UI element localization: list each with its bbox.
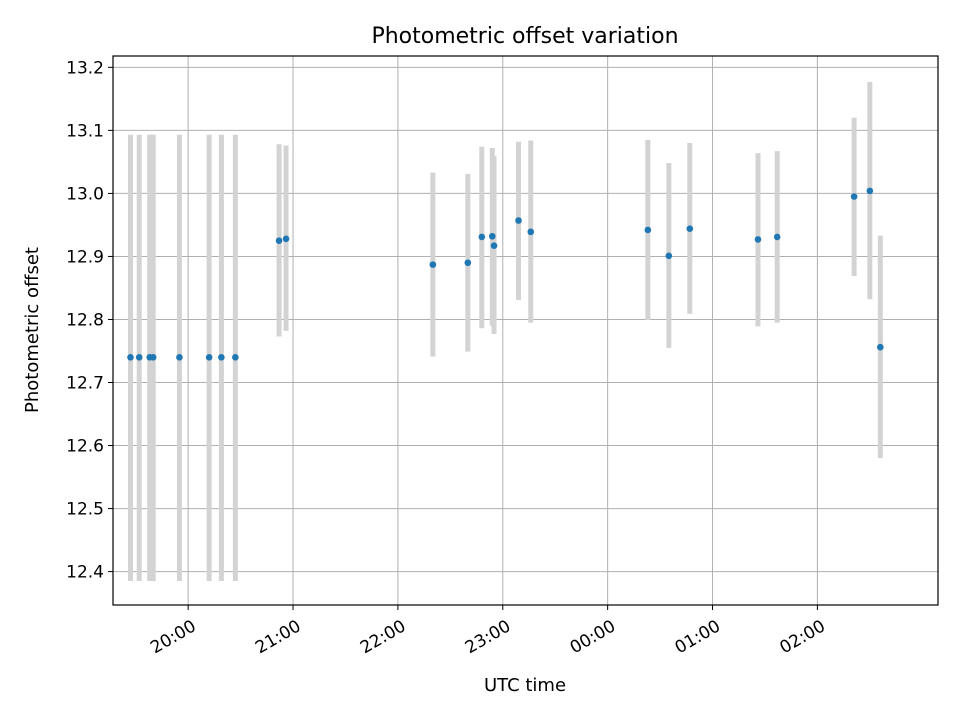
y-tick-label: 12.8 [66, 310, 104, 330]
data-point [149, 353, 157, 361]
grid-layer [113, 56, 938, 605]
data-point [282, 235, 290, 243]
y-tick-label: 12.9 [66, 247, 104, 267]
data-point [429, 261, 437, 268]
data-point [665, 252, 673, 260]
data-point [490, 242, 498, 250]
x-axis-label: UTC time [484, 675, 566, 696]
data-point [176, 353, 183, 361]
y-tick-label: 13.2 [66, 58, 104, 78]
plot-frame [112, 55, 939, 606]
data-point [754, 236, 762, 243]
data-point [218, 353, 225, 361]
y-axis-label: Photometric offset [22, 247, 43, 413]
point-layer [127, 187, 884, 361]
y-tick-label: 13.0 [66, 184, 104, 204]
chart-title: Photometric offset variation [371, 24, 678, 49]
data-point [275, 237, 283, 244]
data-point [850, 193, 858, 200]
data-point [488, 232, 496, 240]
data-point [773, 233, 781, 241]
data-point [464, 259, 472, 267]
data-point [478, 233, 486, 241]
y-tick-label: 12.6 [66, 437, 104, 457]
y-tick-label: 12.4 [66, 563, 104, 583]
data-point [515, 217, 522, 224]
data-point [686, 225, 694, 233]
data-point [232, 353, 239, 361]
data-point [866, 187, 874, 195]
data-point [644, 226, 652, 234]
data-point [527, 228, 535, 236]
data-point [135, 353, 143, 361]
y-tick-label: 12.5 [66, 500, 104, 520]
data-point [127, 353, 134, 361]
data-point [205, 353, 213, 361]
y-tick-label: 13.1 [66, 121, 104, 141]
y-tick-label: 12.7 [66, 374, 104, 394]
data-point [877, 343, 884, 351]
